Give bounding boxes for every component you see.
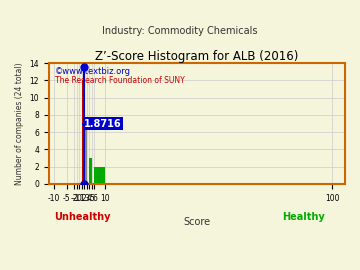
Text: The Research Foundation of SUNY: The Research Foundation of SUNY <box>55 76 185 85</box>
Bar <box>84 124 87 184</box>
Text: Healthy: Healthy <box>282 212 324 222</box>
Bar <box>89 158 92 184</box>
Text: 1.8716: 1.8716 <box>84 119 122 129</box>
X-axis label: Score: Score <box>183 217 211 227</box>
Y-axis label: Number of companies (24 total): Number of companies (24 total) <box>15 62 24 185</box>
Bar <box>94 167 104 184</box>
Text: Unhealthy: Unhealthy <box>54 212 111 222</box>
Title: Z’-Score Histogram for ALB (2016): Z’-Score Histogram for ALB (2016) <box>95 50 299 63</box>
Bar <box>82 80 84 184</box>
Text: ©www.textbiz.org: ©www.textbiz.org <box>55 67 131 76</box>
Text: Industry: Commodity Chemicals: Industry: Commodity Chemicals <box>102 26 258 36</box>
